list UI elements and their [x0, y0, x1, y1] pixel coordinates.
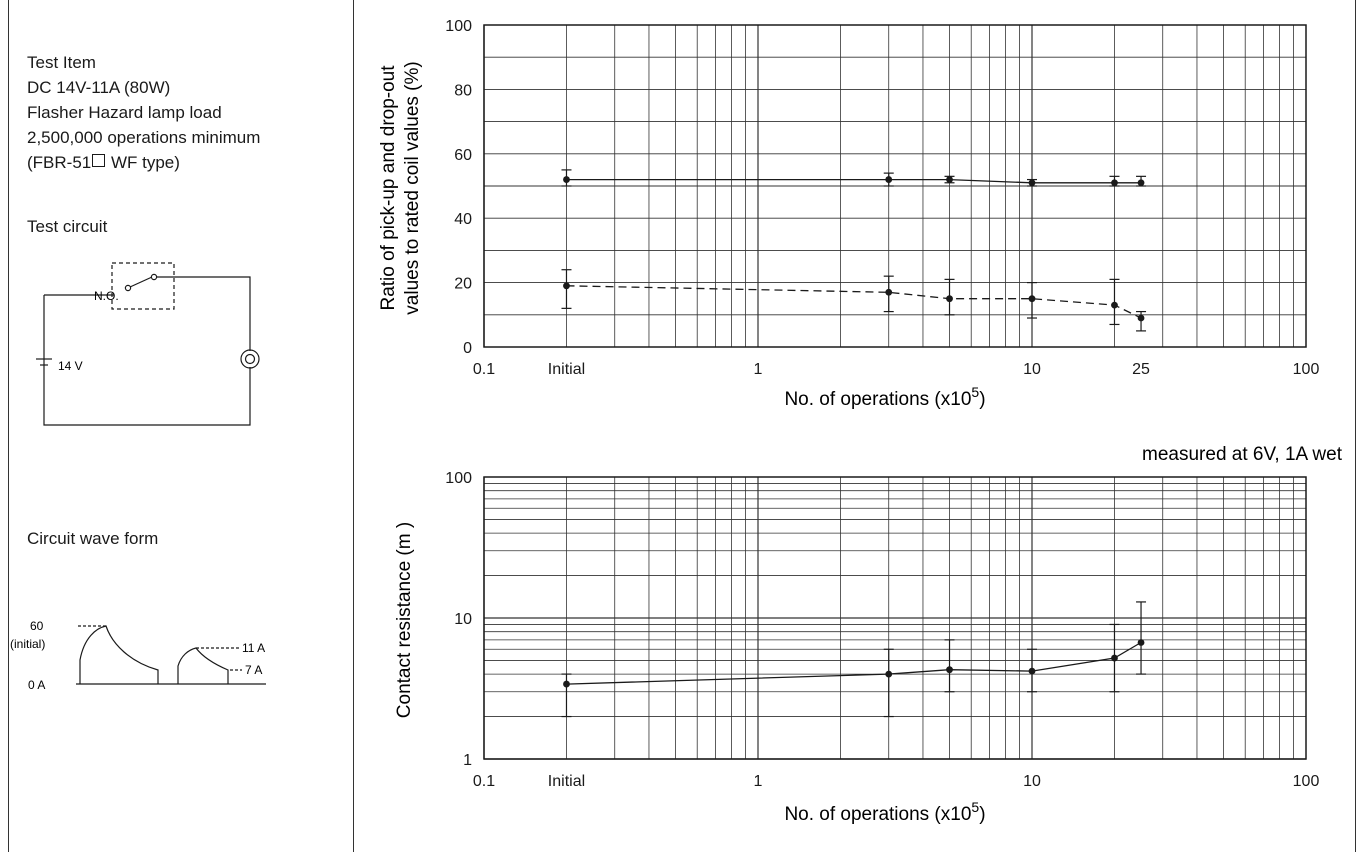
x-axis-label: No. of operations (x105) [784, 384, 985, 410]
x-tick-label: Initial [548, 361, 585, 378]
wave-low-label: 7 A [245, 663, 262, 677]
wave-peak-label: 60 [30, 619, 44, 633]
test-circuit-title: Test circuit [27, 217, 108, 236]
x-axis-label-sup: 5 [971, 799, 979, 815]
x-tick-label: 1 [754, 773, 763, 790]
contact-point [124, 284, 132, 292]
data-point [946, 176, 953, 183]
type-prefix: (FBR-51 [27, 153, 92, 172]
contact-label: N.O. [94, 289, 119, 303]
x-tick-label: 100 [1293, 773, 1320, 790]
x-axis-label-close: ) [979, 389, 985, 410]
y-tick-label: 80 [454, 82, 472, 99]
data-point [885, 670, 893, 678]
chart-grid [483, 24, 1307, 348]
y-tick-label: 10 [454, 611, 472, 628]
y-axis-label: values to rated coil values (%) [402, 61, 423, 314]
x-tick-label: 10 [1023, 361, 1041, 378]
x-tick-label: 100 [1293, 361, 1320, 378]
figure-frame [8, 0, 1356, 852]
x-tick-label: 25 [1132, 361, 1150, 378]
panel-divider [353, 0, 354, 852]
data-point [1137, 314, 1145, 322]
x-axis-label-sup: 5 [971, 384, 979, 400]
data-point [1111, 179, 1118, 187]
series-line [566, 641, 1142, 685]
y-tick-label: 0 [463, 340, 472, 357]
data-point [885, 288, 893, 296]
data-point [563, 282, 570, 290]
type-suffix: WF type) [106, 153, 180, 172]
x-axis-label-text: No. of operations (x10 [784, 804, 971, 825]
test-circuit-diagram: N.O. 14 V [36, 262, 260, 426]
test-item-line: DC 14V-11A (80W) [27, 78, 171, 97]
data-point [885, 176, 893, 183]
data-point [946, 295, 953, 303]
wave-form-diagram: 60 (initial) 0 A 11 A 7 A [10, 619, 266, 692]
data-point [1111, 301, 1118, 309]
pickup-dropout-chart: 0.1 Initial 1 10 25 100 0 20 40 60 80 100 Ratio of … [378, 18, 1319, 410]
data-point [1028, 179, 1036, 187]
test-item-line: Test Item [27, 53, 96, 72]
y-tick-label: 100 [445, 470, 472, 487]
square-glyph-icon [92, 154, 106, 167]
x-axis-label-close: ) [979, 804, 985, 825]
y-axis-label: Ratio of pick-up and drop-out [378, 65, 399, 311]
contact-resistance-chart: measured at 6V, 1A wet 0.1 Initial 1 10 100 1… [394, 444, 1343, 825]
data-point [1028, 667, 1036, 675]
wave-initial-label: (initial) [10, 637, 45, 651]
y-tick-label: 100 [445, 18, 472, 35]
contact-point [150, 273, 158, 281]
lamp-filament [244, 353, 256, 365]
chart-series [561, 169, 1147, 332]
y-tick-label: 1 [463, 752, 472, 769]
x-tick-label: 10 [1023, 773, 1041, 790]
measurement-note: measured at 6V, 1A wet [1142, 444, 1343, 465]
x-axis-label: No. of operations (x105) [784, 799, 985, 825]
y-tick-label: 20 [454, 276, 472, 293]
y-tick-label: 40 [454, 211, 472, 228]
x-tick-label: 1 [754, 361, 763, 378]
data-point [563, 176, 570, 183]
data-point [1137, 639, 1145, 646]
chart-series [561, 601, 1147, 718]
series-line [566, 178, 1141, 184]
switch-blade [129, 276, 153, 288]
plot-border [483, 476, 1307, 760]
chart-ticks: 0.1 Initial 1 10 25 100 0 20 40 60 80 100 [445, 18, 1319, 378]
voltage-label: 14 V [58, 359, 83, 373]
data-point [1028, 295, 1036, 303]
x-tick-label: 0.1 [473, 773, 495, 790]
data-point [563, 680, 570, 688]
wave-form-title: Circuit wave form [27, 529, 159, 548]
test-item-line: 2,500,000 operations minimum [27, 128, 261, 147]
chart-ticks: 0.1 Initial 1 10 100 1 10 100 [445, 470, 1319, 790]
x-tick-label: Initial [548, 773, 585, 790]
x-axis-label-text: No. of operations (x10 [784, 389, 971, 410]
data-point [946, 666, 953, 674]
wave-zero-label: 0 A [28, 678, 45, 692]
wave-steady-label: 11 A [242, 641, 265, 655]
wave-pulse [177, 647, 229, 684]
wave-pulse [79, 625, 159, 684]
lamp-icon [240, 349, 260, 369]
data-point [1137, 179, 1145, 187]
circuit-wire [43, 295, 251, 426]
circuit-wire [156, 276, 251, 351]
relay-box [111, 262, 175, 310]
x-tick-label: 0.1 [473, 361, 495, 378]
y-tick-label: 60 [454, 147, 472, 164]
test-item-type: (FBR-51 WF type) [27, 152, 180, 174]
series-line [566, 285, 1142, 319]
chart-grid [483, 476, 1307, 760]
plot-border [483, 24, 1307, 348]
test-item-line: Flasher Hazard lamp load [27, 103, 222, 122]
y-axis-label: Contact resistance (m ) [394, 522, 415, 718]
data-point [1111, 654, 1118, 662]
